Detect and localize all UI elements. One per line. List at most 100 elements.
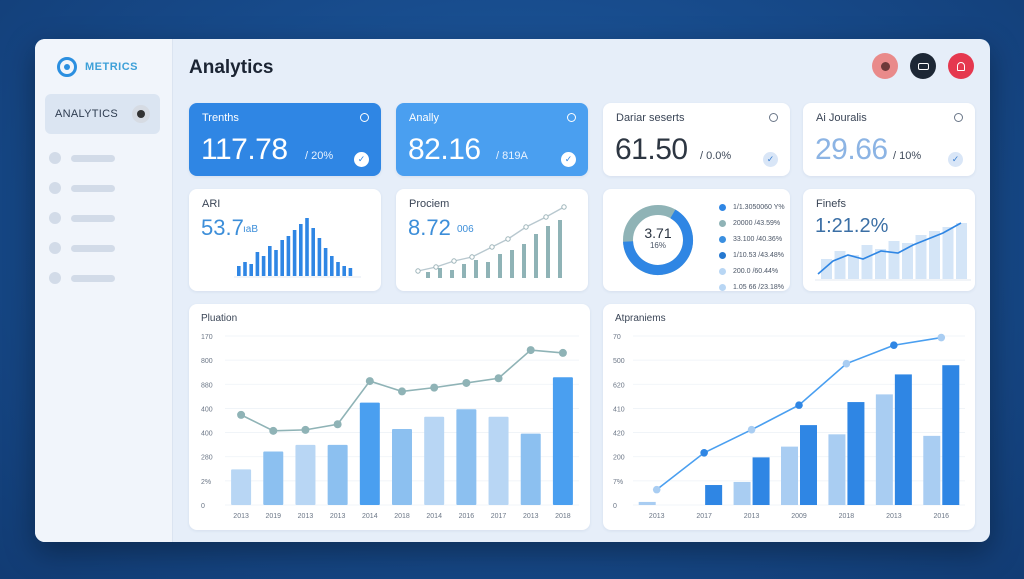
kpi-value: 82.16 (408, 133, 481, 166)
circle-icon[interactable] (360, 113, 369, 122)
notification-icon[interactable] (948, 53, 974, 79)
circle-icon[interactable] (769, 113, 778, 122)
y-tick-label: 620 (613, 382, 625, 389)
kpi-card-trenths[interactable]: Trenths 117.78 / 20% ✓ (189, 103, 381, 176)
y-tick-label: 420 (613, 431, 625, 438)
y-tick-label: 2% (201, 479, 211, 486)
spark-point (505, 236, 511, 242)
area-bar (861, 245, 873, 279)
legend-dot (719, 283, 726, 291)
area-bar (888, 241, 900, 279)
check-icon[interactable]: ✓ (948, 152, 963, 167)
spark-point (469, 254, 475, 260)
y-tick-label: 0 (613, 503, 617, 510)
spark-bar (348, 268, 353, 276)
sidebar-item-placeholder-3[interactable] (49, 212, 115, 224)
spark-bar (292, 230, 297, 276)
spark-bar (268, 246, 272, 276)
spark-bar (274, 250, 278, 276)
user-avatar-icon[interactable] (132, 105, 150, 123)
bar (327, 444, 348, 505)
circle-icon[interactable] (954, 113, 963, 122)
kpi-sub: / 20% (305, 150, 334, 162)
area-bar (848, 255, 859, 279)
bar (733, 481, 751, 505)
legend-item: 20000 /43.59% (719, 215, 785, 231)
sidebar-item-placeholder-5[interactable] (49, 272, 115, 284)
sidebar-item-analytics[interactable]: ANALYTICS (45, 94, 160, 134)
kpi-card-jouralis[interactable]: Ai Jouralis 29.66 / 10% ✓ (803, 103, 975, 176)
donut-segment (623, 204, 693, 275)
chart-card-atpraniems[interactable]: Atpraniems 70 500 620 410 420 200 7% 0 2013 2017 2… (603, 304, 975, 530)
sidebar-item-label-skeleton (71, 154, 115, 162)
logo[interactable]: METRICS (57, 57, 138, 77)
kpi-value: 29.66 (815, 133, 888, 166)
logo-icon (57, 57, 77, 77)
donut-center-label: 3.71 16% (633, 225, 683, 250)
x-tick-label: 2016 (459, 513, 475, 520)
bar (638, 501, 656, 505)
area-bar (821, 259, 832, 279)
spark-bar (330, 256, 334, 276)
chart-title: Pluation (201, 313, 238, 324)
sidebar-item-placeholder-2[interactable] (49, 182, 115, 194)
mini-card-ari[interactable]: ARI 53.7 ıaB (189, 189, 381, 291)
finefs-area-chart (815, 222, 971, 281)
chart-card-pluation[interactable]: Pluation 170 800 880 400 400 280 2% 0 2013 2019 20… (189, 304, 590, 530)
legend-label: 1/10.53 /43.48% (733, 251, 784, 259)
mini-card-donut[interactable]: 3.71 16% 1/1.3050060 Y% 20000 /43.59% 33… (603, 189, 790, 291)
line-point (526, 346, 535, 355)
bar (705, 485, 723, 505)
kpi-title: Ai Jouralis (816, 112, 867, 124)
y-tick-label: 410 (613, 406, 625, 413)
area-bar (929, 231, 940, 279)
sidebar-item-placeholder-4[interactable] (49, 242, 115, 254)
spark-bar (558, 220, 562, 278)
logo-text: METRICS (85, 61, 138, 73)
spark-bar (342, 266, 346, 276)
check-icon[interactable]: ✓ (763, 152, 778, 167)
bar (392, 428, 412, 505)
line-point (398, 387, 406, 396)
spark-point (543, 214, 549, 220)
y-tick-label: 280 (201, 455, 213, 462)
x-tick-label: 2013 (744, 513, 760, 520)
legend-label: 33.100 /40.36% (733, 235, 783, 243)
check-icon[interactable]: ✓ (561, 152, 576, 167)
area-bar (956, 223, 967, 279)
spark-point (433, 264, 439, 270)
sidebar-item-placeholder-1[interactable] (49, 152, 115, 164)
spark-bar (498, 254, 502, 278)
user-avatar-icon[interactable] (872, 53, 898, 79)
spark-bar (243, 262, 247, 276)
line-point (237, 410, 246, 419)
check-icon[interactable]: ✓ (354, 152, 369, 167)
bar (456, 409, 477, 505)
spark-bar (522, 244, 526, 278)
mini-title: ARI (202, 198, 221, 210)
legend-dot (719, 267, 726, 275)
sidebar-item-label-skeleton (71, 274, 115, 282)
bar (488, 416, 509, 505)
kpi-card-dariar[interactable]: Dariar seserts 61.50 / 0.0% ✓ (603, 103, 790, 176)
bar (359, 402, 380, 505)
message-icon[interactable] (910, 53, 936, 79)
kpi-card-anally[interactable]: Anally 82.16 / 819A ✓ (396, 103, 588, 176)
sidebar-item-label: ANALYTICS (55, 108, 119, 120)
circle-icon[interactable] (567, 113, 576, 122)
x-tick-label: 2009 (791, 513, 807, 520)
legend-item: 1/1.3050060 Y% (719, 199, 785, 215)
bar (295, 444, 316, 505)
line-point (558, 348, 567, 357)
mini-card-finefs[interactable]: Finefs 1:21.2% (803, 189, 975, 291)
line-point (937, 333, 946, 342)
mini-card-prociem[interactable]: Prociem 8.72 006 (396, 189, 588, 291)
mini-unit: ıaB (243, 224, 259, 235)
line-point (269, 426, 278, 435)
donut-chart (623, 204, 693, 275)
spark-bar (323, 248, 328, 276)
legend-label: 200.0 /60.44% (733, 267, 779, 275)
donut-legend: 1/1.3050060 Y% 20000 /43.59% 33.100 /40.… (719, 199, 785, 291)
app-window: METRICS ANALYTICS Analytics Trenths 117.… (35, 39, 990, 542)
x-tick-label: 2018 (555, 513, 571, 520)
